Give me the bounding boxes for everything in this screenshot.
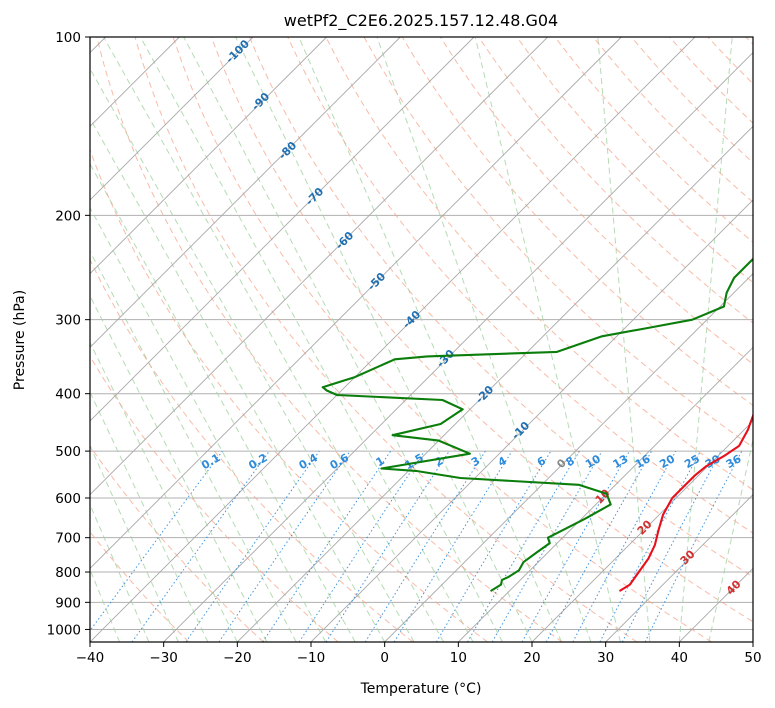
mixing-ratio-line	[131, 450, 270, 642]
dry-adiabat	[134, 37, 638, 642]
moist-adiabat	[103, 37, 445, 642]
x-tick-label: 30	[597, 650, 614, 666]
dry-adiabat	[172, 37, 712, 642]
dry-adiabats	[90, 37, 753, 642]
pressure-gridlines	[90, 37, 753, 630]
x-tick-label: −20	[223, 650, 252, 666]
plot-frame	[89, 36, 754, 643]
moist-adiabat	[376, 37, 592, 642]
moist-adiabat	[235, 37, 533, 642]
isotherm-line	[237, 125, 753, 642]
mixing-ratio-line	[644, 450, 743, 642]
moist-adiabat	[90, 67, 415, 642]
mixing-ratio-line	[325, 450, 450, 642]
isotherm-line	[310, 199, 753, 642]
dry-adiabat	[90, 355, 339, 642]
y-tick-label: 700	[55, 531, 81, 547]
dry-adiabat	[325, 37, 753, 491]
sounding-traces	[321, 257, 753, 592]
moist-adiabat	[90, 294, 268, 642]
isotherm-line	[163, 52, 753, 642]
moist-adiabat	[90, 341, 238, 642]
moist-adiabat	[90, 206, 327, 642]
mixing-ratio-line	[185, 450, 320, 642]
mixing-ratio-line	[572, 450, 677, 642]
dry-adiabat	[210, 37, 753, 623]
isotherm-line	[458, 346, 753, 642]
y-tick-label: 600	[55, 491, 81, 507]
x-tick-label: 10	[450, 650, 467, 666]
x-tick-label: −30	[149, 650, 178, 666]
isotherm-line	[90, 37, 254, 201]
y-tick-label: 800	[55, 565, 81, 581]
isotherm-line	[90, 37, 401, 348]
moist-adiabat	[90, 444, 179, 642]
x-axis: −40 −30 −20 −10 0 10 20 30 40 50	[76, 642, 762, 666]
mixing-ratio-line	[521, 450, 630, 642]
y-tick-label: 100	[55, 30, 81, 46]
dry-adiabat	[90, 258, 414, 642]
plot-area: -100-90-80-70-60-50-40-30-20-1000.1 0.2 0.…	[90, 37, 753, 642]
y-tick-label: 1000	[47, 622, 81, 638]
moist-adiabats	[90, 37, 753, 642]
moist-adiabat	[474, 37, 621, 642]
dewpoint-trace	[321, 257, 753, 592]
moist-adiabat	[708, 437, 753, 642]
isotherm-line	[90, 37, 622, 569]
x-tick-label: 0	[380, 650, 389, 666]
temperature-trace	[619, 412, 753, 592]
moist-adiabat	[678, 37, 733, 642]
y-tick-label: 300	[55, 313, 81, 329]
isotherm-line	[384, 273, 753, 642]
moist-adiabat	[90, 117, 386, 642]
y-tick-label: 500	[55, 444, 81, 460]
moist-adiabat	[183, 37, 503, 642]
moist-adiabat	[90, 250, 297, 642]
dry-adiabat	[90, 445, 264, 642]
y-tick-label: 400	[55, 387, 81, 403]
x-tick-label: −40	[76, 650, 105, 666]
x-tick-label: 50	[744, 650, 761, 666]
mixing-ratio-line	[545, 450, 653, 642]
moist-adiabat	[597, 37, 651, 642]
mixing-ratio-lines	[90, 450, 743, 642]
moist-adiabat	[90, 391, 209, 642]
mixing-ratio-line	[393, 450, 513, 642]
isotherms	[90, 37, 753, 642]
mixing-ratio-line	[298, 450, 425, 642]
isotherm-line	[90, 37, 548, 496]
x-tick-label: 20	[523, 650, 540, 666]
moist-adiabat	[139, 37, 474, 642]
x-axis-label: Temperature (°C)	[360, 681, 482, 697]
y-axis: 100 200 300 400 500 600 700 800 900 1000	[47, 30, 90, 638]
mixing-ratio-line	[218, 450, 351, 642]
chart-title: wetPf2_C2E6.2025.157.12.48.G04	[284, 11, 558, 31]
isotherm-line	[90, 37, 475, 422]
x-tick-label: −10	[297, 650, 326, 666]
dry-adiabat	[96, 37, 563, 642]
y-tick-label: 900	[55, 595, 81, 611]
isotherm-line	[90, 37, 696, 642]
mixing-ratio-line	[262, 450, 392, 642]
dry-adiabat	[249, 37, 753, 578]
dry-adiabat	[516, 37, 753, 284]
isotherm-line	[605, 494, 753, 642]
isotherm-line	[90, 37, 327, 275]
dry-adiabat	[287, 37, 753, 534]
y-tick-label: 200	[55, 208, 81, 224]
mixing-ratio-line	[90, 450, 223, 632]
moist-adiabat	[90, 162, 356, 642]
y-axis-label: Pressure (hPa)	[12, 290, 28, 390]
x-tick-label: 40	[671, 650, 688, 666]
isotherm-line	[531, 420, 753, 642]
